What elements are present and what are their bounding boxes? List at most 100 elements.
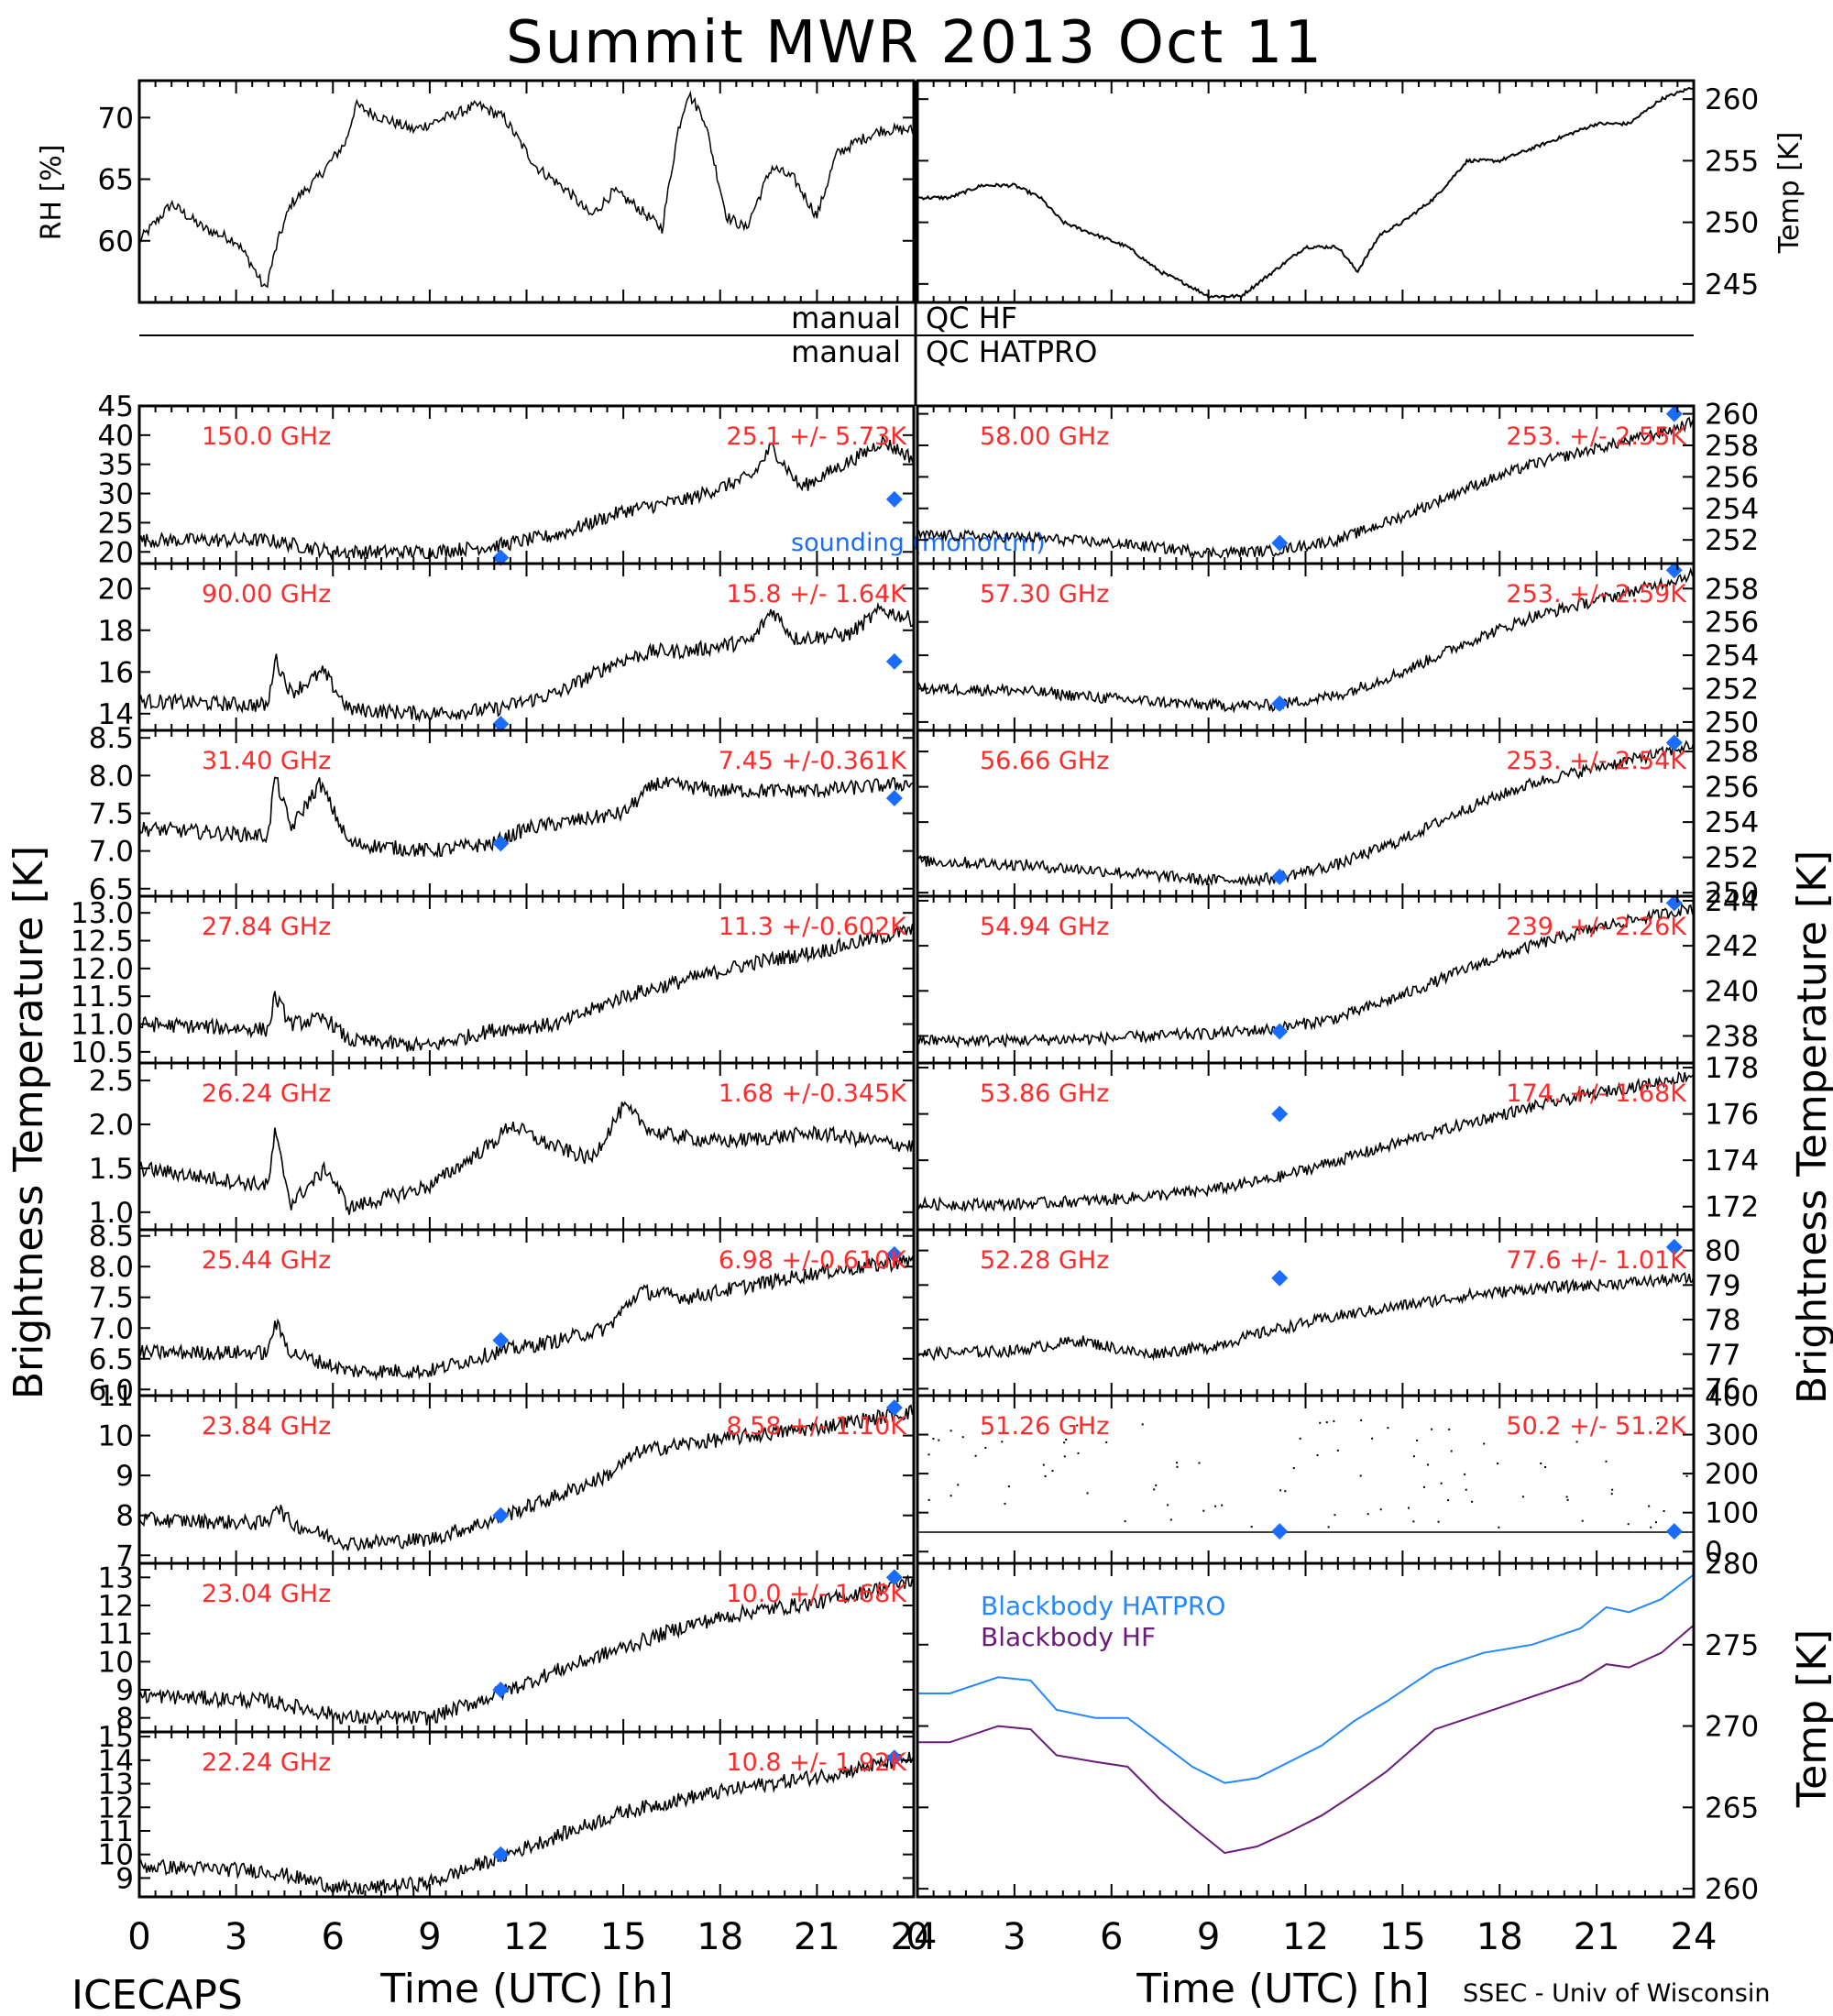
scatter-point: [1440, 1482, 1443, 1485]
scatter-point: [1627, 1523, 1630, 1526]
stats-label: 10.8 +/- 1.92K: [726, 1748, 907, 1777]
y-axis-title-blackbody: Temp [K]: [1789, 1629, 1833, 1808]
scatter-point: [1319, 1421, 1322, 1424]
frequency-label: 53.86 GHz: [980, 1079, 1109, 1108]
scatter-point: [1610, 1493, 1613, 1496]
y-tick-label: 238: [1705, 1020, 1759, 1053]
series-line-22-24-0: [139, 1751, 914, 1895]
sounding-marker: [1665, 405, 1683, 422]
stats-label: 11.3 +/-0.602K: [719, 913, 907, 941]
sounding-marker: [492, 1682, 510, 1698]
scatter-point: [1042, 1463, 1045, 1466]
scatter-point: [949, 1430, 952, 1432]
sounding-marker: [1665, 1238, 1683, 1255]
y-tick-label: 13: [98, 1561, 134, 1594]
scatter-point: [1360, 1419, 1363, 1421]
sounding-marker: [885, 790, 903, 807]
series-line-temp-0: [917, 86, 1694, 300]
sounding-marker: [492, 1846, 510, 1863]
stats-label: 50.2 +/- 51.2K: [1506, 1412, 1687, 1441]
y-tick-label: 250: [1705, 207, 1759, 240]
y-tick-label: 250: [1705, 707, 1759, 740]
x-tick-label: 12: [503, 1916, 550, 1958]
qc-row-right-label: QC HATPRO: [926, 334, 1097, 369]
legend-entry-hatpro: Blackbody HATPRO: [981, 1591, 1225, 1621]
y-tick-label: 7.0: [89, 1312, 134, 1345]
x-tick-label: 18: [697, 1916, 743, 1958]
qc-row-left-label: manual: [791, 334, 901, 369]
y-tick-label: 244: [1705, 885, 1759, 918]
scatter-point: [1408, 1507, 1410, 1509]
y-tick-label: 8: [115, 1703, 134, 1736]
frequency-label: 25.44 GHz: [202, 1246, 331, 1275]
series-line-56-66-0: [917, 740, 1694, 887]
x-tick-label: 0: [906, 1916, 928, 1958]
scatter-point: [932, 1438, 935, 1441]
series-line-rh-0: [139, 90, 914, 289]
y-tick-label: 12: [98, 1791, 134, 1824]
panel-31: 6.5 7.0 7.5 8.0 8.5 31.40 GHz 7.45 +/-0.361K: [89, 722, 916, 906]
scatter-point: [957, 1484, 960, 1486]
panel-27: 10.511.011.512.012.513.0 27.84 GHz 11.3 +/…: [71, 894, 916, 1069]
y-tick-label: 45: [98, 390, 134, 423]
y-tick-label: 252: [1705, 674, 1759, 707]
y-tick-label: 11: [98, 1815, 134, 1848]
y-tick-label: 10: [98, 1839, 134, 1872]
y-tick-label: 270: [1705, 1711, 1759, 1744]
scatter-point: [1250, 1526, 1253, 1528]
stats-label: 7.45 +/-0.361K: [719, 747, 907, 775]
x-tick-label: 15: [600, 1916, 647, 1958]
y-tick-label: 400: [1705, 1380, 1759, 1413]
y-tick-label: 18: [98, 615, 134, 648]
scatter-point: [1544, 1466, 1547, 1468]
y-tick-label: 16: [98, 656, 134, 689]
y-tick-label: 260: [1705, 1873, 1759, 1906]
qc-row-left-label: manual: [791, 301, 901, 335]
scatter-point: [1065, 1439, 1068, 1441]
scatter-point: [1611, 1488, 1614, 1491]
y-tick-label: 176: [1705, 1099, 1759, 1132]
panel-blackbody: 260 265 270 275 280: [916, 1548, 1759, 1906]
y-tick-label: 2.0: [89, 1109, 134, 1142]
y-tick-label: 178: [1705, 1052, 1759, 1085]
frequency-label: 31.40 GHz: [202, 747, 331, 775]
frequency-label: 27.84 GHz: [202, 913, 331, 941]
scatter-point: [1412, 1520, 1415, 1523]
y-tick-label: 8.5: [89, 1221, 134, 1254]
scatter-point: [1447, 1499, 1450, 1502]
sounding-marker: [492, 1507, 510, 1524]
scatter-point: [1086, 1492, 1089, 1495]
y-tick-label: 240: [1705, 975, 1759, 1008]
x-tick-label: 12: [1282, 1916, 1329, 1958]
stats-label: 8.58 +/- 1.10K: [726, 1412, 907, 1441]
scatter-point: [1292, 1467, 1295, 1470]
y-tick-label: 70: [98, 102, 134, 135]
series-line-90-0: [139, 601, 914, 723]
y-tick-label: 242: [1705, 930, 1759, 963]
y-tick-label: 10.5: [71, 1036, 134, 1069]
scatter-point: [1153, 1488, 1156, 1491]
scatter-point: [1575, 1441, 1578, 1443]
y-tick-label: 265: [1705, 1791, 1759, 1824]
y-tick-label: 14: [98, 698, 134, 731]
frequency-label: 26.24 GHz: [202, 1079, 331, 1108]
scatter-point: [1464, 1473, 1466, 1475]
y-tick-label: 10: [98, 1420, 134, 1453]
series-line-58-0: [917, 416, 1694, 559]
y-tick-label: 30: [98, 478, 134, 511]
x-tick-label: 9: [418, 1916, 441, 1958]
y-tick-label: 8.0: [89, 1251, 134, 1284]
y-tick-label: 1.5: [89, 1153, 134, 1186]
scatter-point: [1523, 1425, 1526, 1428]
y-tick-label: 76: [1705, 1373, 1740, 1406]
y-tick-label: 174: [1705, 1145, 1759, 1178]
x-tick-label: 3: [225, 1916, 247, 1958]
y-tick-label: 77: [1705, 1339, 1740, 1372]
panel-rh: 60 65 70: [98, 79, 916, 304]
frequency-label: 150.0 GHz: [202, 422, 331, 451]
y-tick-label: 7.5: [89, 798, 134, 831]
y-tick-label: 256: [1705, 461, 1759, 494]
series-line-54-94-0: [917, 903, 1694, 1049]
